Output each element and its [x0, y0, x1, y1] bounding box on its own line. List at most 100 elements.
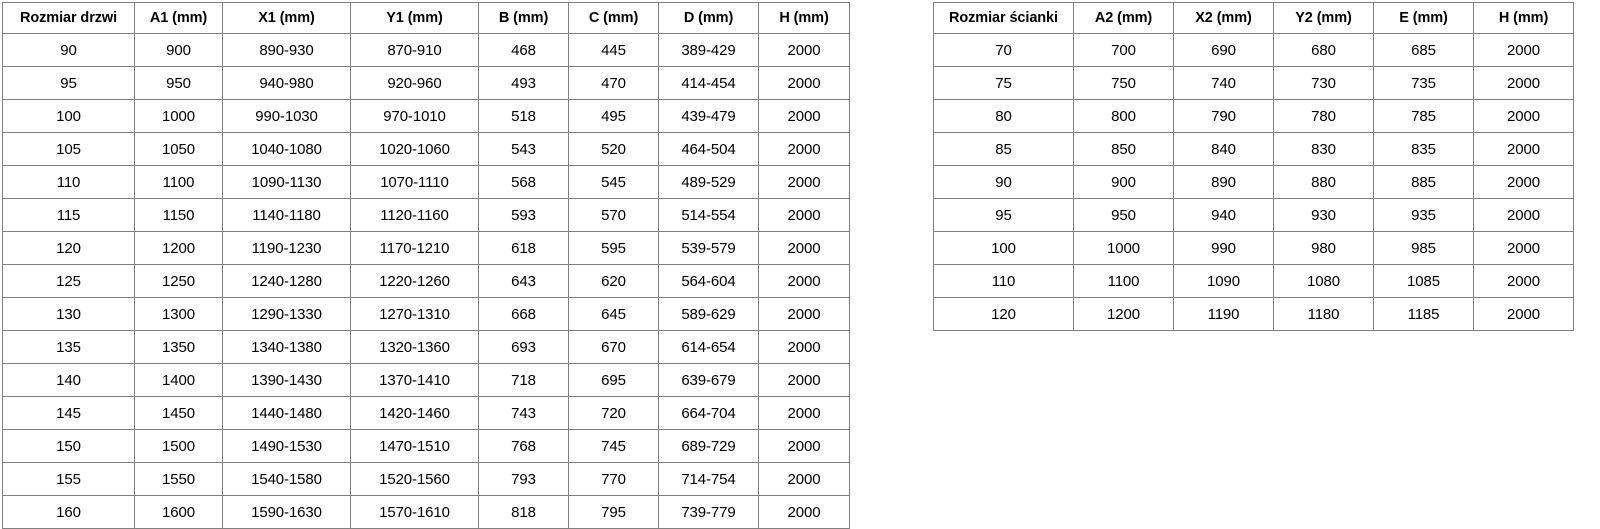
wall-cell: 1085: [1373, 264, 1474, 298]
door-cell: 389-429: [658, 33, 759, 67]
wall-cell: 100: [933, 231, 1074, 265]
wall-cell: 980: [1273, 231, 1374, 265]
table-header-row: Rozmiar ścianki A2 (mm) X2 (mm) Y2 (mm) E (m…: [933, 2, 1574, 34]
door-cell: 743: [478, 396, 569, 430]
wall-cell: 790: [1173, 99, 1274, 133]
wall-cell: 2000: [1473, 33, 1574, 67]
door-cell: 495: [568, 99, 659, 133]
table-row: 120 1200 1190-1230 1170-1210 618 595 539-579 20…: [2, 231, 850, 265]
page-root: Rozmiar drzwi A1 (mm) X1 (mm) Y1 (mm) B (mm)…: [2, 2, 1574, 529]
door-cell: 140: [2, 363, 135, 397]
door-cell: 720: [568, 396, 659, 430]
door-cell: 1420-1460: [350, 396, 479, 430]
door-cell: 514-554: [658, 198, 759, 232]
door-cell: 1290-1330: [222, 297, 351, 331]
wall-cell: 110: [933, 264, 1074, 298]
door-cell: 2000: [758, 330, 850, 364]
door-cell: 1190-1230: [222, 231, 351, 265]
door-cell: 639-679: [658, 363, 759, 397]
door-cell: 2000: [758, 66, 850, 100]
door-cell: 670: [568, 330, 659, 364]
table-row: 95 950 940 930 935 2000: [933, 198, 1574, 232]
wall-cell: 1000: [1073, 231, 1174, 265]
door-cell: 920-960: [350, 66, 479, 100]
table-row: 90 900 890 880 885 2000: [933, 165, 1574, 199]
table-row: 80 800 790 780 785 2000: [933, 99, 1574, 133]
door-cell: 2000: [758, 297, 850, 331]
wall-cell: 800: [1073, 99, 1174, 133]
door-cell: 1540-1580: [222, 462, 351, 496]
wall-cell: 730: [1273, 66, 1374, 100]
door-cell: 110: [2, 165, 135, 199]
door-cell: 105: [2, 132, 135, 166]
door-cell: 1120-1160: [350, 198, 479, 232]
door-cell: 2000: [758, 396, 850, 430]
door-cell: 135: [2, 330, 135, 364]
door-cell: 795: [568, 495, 659, 529]
door-cell: 643: [478, 264, 569, 298]
door-cell: 2000: [758, 33, 850, 67]
door-cell: 568: [478, 165, 569, 199]
door-cell: 1490-1530: [222, 429, 351, 463]
door-cell: 593: [478, 198, 569, 232]
table-row: 95 950 940-980 920-960 493 470 414-454 2000: [2, 66, 850, 100]
wall-cell: 2000: [1473, 132, 1574, 166]
wall-cell: 900: [1073, 165, 1174, 199]
door-cell: 718: [478, 363, 569, 397]
door-cell: 2000: [758, 363, 850, 397]
door-cell: 595: [568, 231, 659, 265]
door-cell: 1570-1610: [350, 495, 479, 529]
wall-cell: 850: [1073, 132, 1174, 166]
door-cell: 115: [2, 198, 135, 232]
door-cell: 414-454: [658, 66, 759, 100]
wall-cell: 85: [933, 132, 1074, 166]
wall-cell: 935: [1373, 198, 1474, 232]
door-cell: 1550: [134, 462, 223, 496]
door-cell: 518: [478, 99, 569, 133]
door-cell: 1020-1060: [350, 132, 479, 166]
door-cell: 693: [478, 330, 569, 364]
door-cell: 145: [2, 396, 135, 430]
door-cell: 2000: [758, 495, 850, 529]
door-cell: 1250: [134, 264, 223, 298]
door-cell: 2000: [758, 264, 850, 298]
wall-cell: 1200: [1073, 297, 1174, 331]
wall-cell: 2000: [1473, 198, 1574, 232]
door-table-body: 90 900 890-930 870-910 468 445 389-429 2000 95 95…: [2, 33, 850, 529]
table-row: 135 1350 1340-1380 1320-1360 693 670 614-654 20…: [2, 330, 850, 364]
door-cell: 2000: [758, 165, 850, 199]
door-cell: 668: [478, 297, 569, 331]
table-row: 120 1200 1190 1180 1185 2000: [933, 297, 1574, 331]
wall-cell: 1185: [1373, 297, 1474, 331]
door-column-header-1: A1 (mm): [134, 2, 223, 34]
wall-cell: 1180: [1273, 297, 1374, 331]
wall-cell: 1100: [1073, 264, 1174, 298]
door-cell: 1090-1130: [222, 165, 351, 199]
door-cell: 990-1030: [222, 99, 351, 133]
door-cell: 695: [568, 363, 659, 397]
wall-cell: 95: [933, 198, 1074, 232]
door-cell: 1600: [134, 495, 223, 529]
door-cell: 1270-1310: [350, 297, 479, 331]
door-cell: 1350: [134, 330, 223, 364]
door-size-table: Rozmiar drzwi A1 (mm) X1 (mm) Y1 (mm) B (mm)…: [2, 2, 850, 529]
table-row: 70 700 690 680 685 2000: [933, 33, 1574, 67]
door-cell: 793: [478, 462, 569, 496]
door-cell: 1500: [134, 429, 223, 463]
door-cell: 714-754: [658, 462, 759, 496]
door-cell: 1200: [134, 231, 223, 265]
door-cell: 1400: [134, 363, 223, 397]
door-cell: 2000: [758, 429, 850, 463]
door-cell: 1150: [134, 198, 223, 232]
table-row: 130 1300 1290-1330 1270-1310 668 645 589-629 20…: [2, 297, 850, 331]
wall-column-header-1: A2 (mm): [1073, 2, 1174, 34]
door-cell: 1590-1630: [222, 495, 351, 529]
door-cell: 1450: [134, 396, 223, 430]
table-row: 100 1000 990-1030 970-1010 518 495 439-479 2000: [2, 99, 850, 133]
wall-cell: 1090: [1173, 264, 1274, 298]
door-cell: 90: [2, 33, 135, 67]
door-cell: 1300: [134, 297, 223, 331]
wall-cell: 2000: [1473, 231, 1574, 265]
table-row: 145 1450 1440-1480 1420-1460 743 720 664-704 20…: [2, 396, 850, 430]
wall-column-header-5: H (mm): [1473, 2, 1574, 34]
